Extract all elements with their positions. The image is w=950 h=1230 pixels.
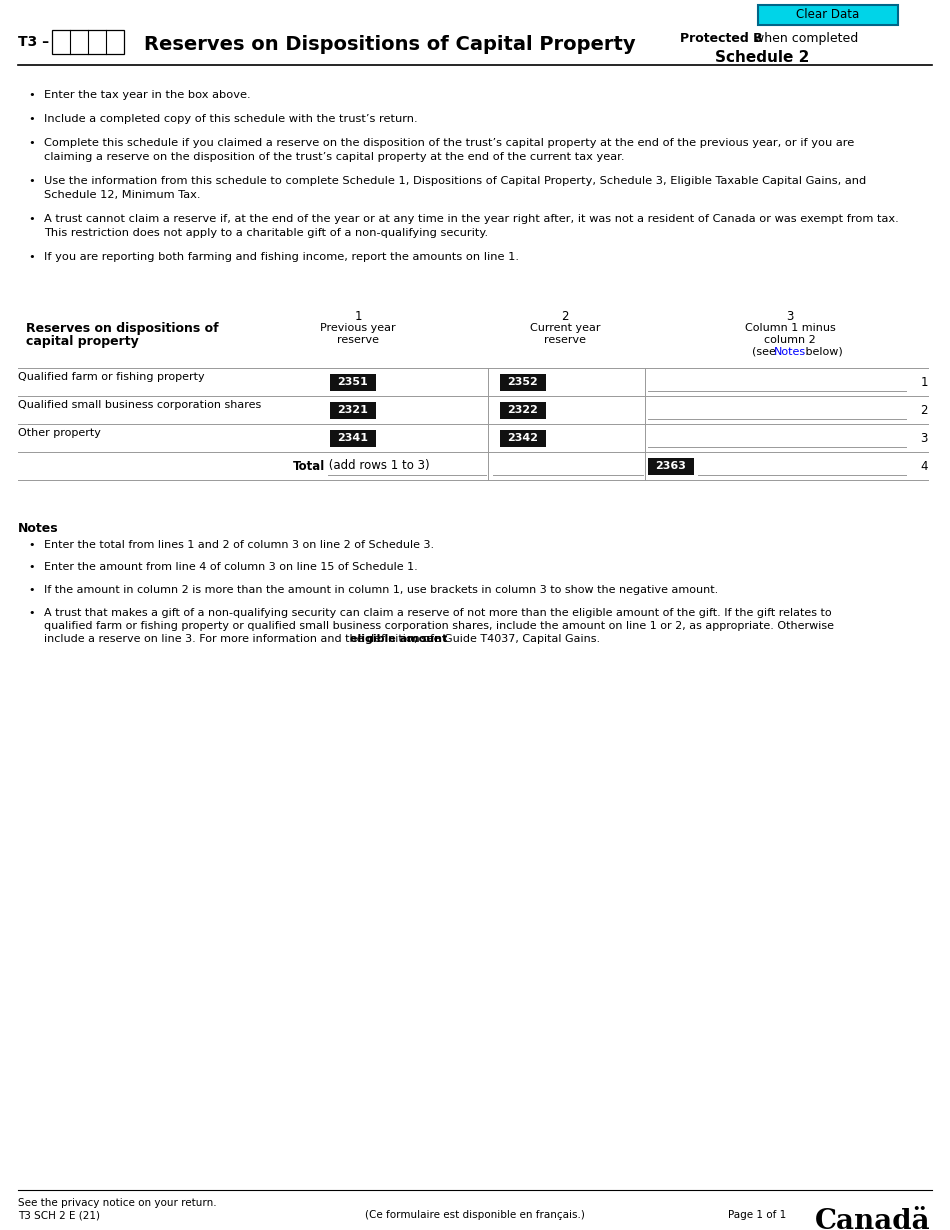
Text: Page 1 of 1: Page 1 of 1	[728, 1210, 787, 1220]
Text: Qualified farm or fishing property: Qualified farm or fishing property	[18, 371, 204, 383]
Text: 4: 4	[921, 460, 928, 472]
Text: This restriction does not apply to a charitable gift of a non-qualifying securit: This restriction does not apply to a cha…	[44, 228, 488, 237]
Text: •: •	[28, 138, 35, 148]
Text: •: •	[28, 608, 34, 617]
Text: Column 1 minus: Column 1 minus	[745, 323, 835, 333]
Text: Reserves on Dispositions of Capital Property: Reserves on Dispositions of Capital Prop…	[144, 36, 636, 54]
Text: Previous year: Previous year	[320, 323, 396, 333]
Text: Include a completed copy of this schedule with the trust’s return.: Include a completed copy of this schedul…	[44, 114, 418, 124]
Text: If the amount in column 2 is more than the amount in column 1, use brackets in c: If the amount in column 2 is more than t…	[44, 585, 718, 595]
Text: Clear Data: Clear Data	[796, 9, 860, 21]
Bar	[648, 458, 694, 475]
Text: column 2: column 2	[764, 335, 816, 344]
Text: •: •	[28, 562, 34, 572]
Text: when completed: when completed	[750, 32, 858, 46]
Text: reserve: reserve	[337, 335, 379, 344]
Text: •: •	[28, 585, 34, 595]
Text: A trust cannot claim a reserve if, at the end of the year or at any time in the : A trust cannot claim a reserve if, at th…	[44, 214, 899, 224]
Bar	[500, 429, 546, 446]
Text: 3: 3	[921, 432, 928, 444]
Text: •: •	[28, 540, 34, 550]
Text: Protected B: Protected B	[680, 32, 763, 46]
Text: 2321: 2321	[337, 405, 369, 415]
Text: Enter the tax year in the box above.: Enter the tax year in the box above.	[44, 90, 251, 100]
Text: Notes: Notes	[18, 522, 59, 535]
Text: , see Guide T4037, Capital Gains.: , see Guide T4037, Capital Gains.	[414, 635, 599, 645]
Text: Reserves on dispositions of: Reserves on dispositions of	[26, 322, 219, 335]
Text: Qualified small business corporation shares: Qualified small business corporation sha…	[18, 400, 261, 410]
Text: 2363: 2363	[656, 461, 687, 471]
Text: See the privacy notice on your return.: See the privacy notice on your return.	[18, 1198, 217, 1208]
Text: reserve: reserve	[544, 335, 586, 344]
Bar	[330, 401, 376, 418]
Text: Current year: Current year	[530, 323, 600, 333]
Text: eligible amount: eligible amount	[350, 635, 447, 645]
Text: A trust that makes a gift of a non-qualifying security can claim a reserve of no: A trust that makes a gift of a non-quali…	[44, 608, 831, 617]
Bar	[500, 401, 546, 418]
Text: 2342: 2342	[507, 433, 539, 443]
Text: 2: 2	[921, 403, 928, 417]
Text: T3 –: T3 –	[18, 34, 49, 49]
Text: Schedule 12, Minimum Tax.: Schedule 12, Minimum Tax.	[44, 189, 200, 200]
Text: •: •	[28, 176, 35, 186]
Bar	[52, 30, 124, 54]
Text: 3: 3	[787, 310, 793, 323]
Text: Other property: Other property	[18, 428, 101, 438]
Text: claiming a reserve on the disposition of the trust’s capital property at the end: claiming a reserve on the disposition of…	[44, 153, 624, 162]
Text: (see: (see	[752, 347, 779, 357]
Text: 2322: 2322	[507, 405, 539, 415]
Text: Canadä: Canadä	[814, 1208, 930, 1230]
Bar	[500, 374, 546, 390]
Text: Total: Total	[293, 460, 325, 472]
Text: (Ce formulaire est disponible en français.): (Ce formulaire est disponible en françai…	[365, 1210, 585, 1220]
Text: 1: 1	[354, 310, 362, 323]
Text: •: •	[28, 114, 35, 124]
Text: Schedule 2: Schedule 2	[715, 50, 809, 65]
Text: 2: 2	[561, 310, 569, 323]
Text: qualified farm or fishing property or qualified small business corporation share: qualified farm or fishing property or qu…	[44, 621, 834, 631]
Text: Enter the total from lines 1 and 2 of column 3 on line 2 of Schedule 3.: Enter the total from lines 1 and 2 of co…	[44, 540, 434, 550]
Text: below): below)	[802, 347, 843, 357]
Text: •: •	[28, 90, 35, 100]
Text: Notes: Notes	[774, 347, 807, 357]
Text: (add rows 1 to 3): (add rows 1 to 3)	[325, 460, 429, 472]
Text: 2341: 2341	[337, 433, 369, 443]
Text: Complete this schedule if you claimed a reserve on the disposition of the trust’: Complete this schedule if you claimed a …	[44, 138, 854, 148]
Bar	[758, 5, 898, 25]
Text: Use the information from this schedule to complete Schedule 1, Dispositions of C: Use the information from this schedule t…	[44, 176, 866, 186]
Text: 1: 1	[921, 375, 928, 389]
Text: 2352: 2352	[507, 378, 539, 387]
Bar	[330, 429, 376, 446]
Bar	[330, 374, 376, 390]
Text: include a reserve on line 3. For more information and the definition of: include a reserve on line 3. For more in…	[44, 635, 438, 645]
Text: capital property: capital property	[26, 335, 139, 348]
Text: 2351: 2351	[337, 378, 369, 387]
Text: If you are reporting both farming and fishing income, report the amounts on line: If you are reporting both farming and fi…	[44, 252, 519, 262]
Text: T3 SCH 2 E (21): T3 SCH 2 E (21)	[18, 1210, 100, 1220]
Text: Enter the amount from line 4 of column 3 on line 15 of Schedule 1.: Enter the amount from line 4 of column 3…	[44, 562, 418, 572]
Text: •: •	[28, 214, 35, 224]
Text: •: •	[28, 252, 35, 262]
